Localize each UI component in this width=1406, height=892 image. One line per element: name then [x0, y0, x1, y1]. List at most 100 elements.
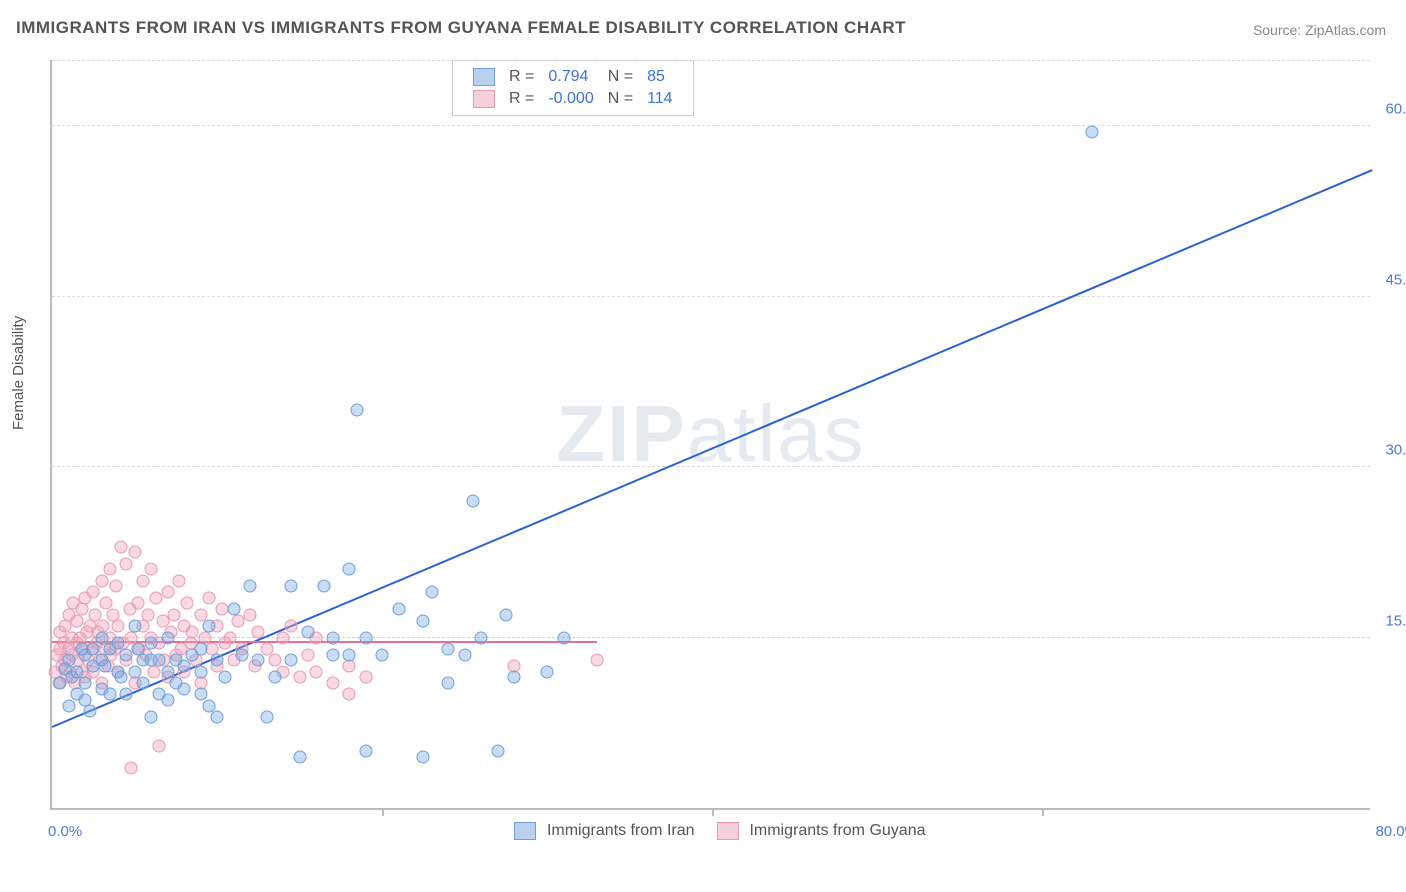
data-point [318, 580, 331, 593]
data-point [202, 620, 215, 633]
data-point [128, 620, 141, 633]
legend-swatch-iran [514, 822, 536, 840]
data-point [62, 699, 75, 712]
data-point [442, 642, 455, 655]
gridline-h [52, 466, 1370, 467]
data-point [202, 591, 215, 604]
data-point [376, 648, 389, 661]
stats-row-guyana: R = -0.000 N = 114 [467, 89, 679, 109]
data-point [252, 654, 265, 667]
y-tick-label: 45.0% [1378, 271, 1406, 288]
data-point [211, 654, 224, 667]
data-point [293, 671, 306, 684]
x-tick-mark [382, 808, 384, 816]
data-point [194, 642, 207, 655]
y-tick-label: 15.0% [1378, 612, 1406, 629]
data-point [148, 665, 161, 678]
watermark-bold: ZIP [556, 389, 686, 478]
source-attribution: Source: ZipAtlas.com [1253, 22, 1386, 38]
stats-r-label: R = [503, 89, 540, 109]
x-tick-mark [1042, 808, 1044, 816]
data-point [145, 563, 158, 576]
data-point [458, 648, 471, 661]
data-point [1085, 125, 1098, 138]
stats-r-iran: 0.794 [542, 67, 599, 87]
data-point [285, 620, 298, 633]
data-point [178, 659, 191, 672]
data-point [326, 631, 339, 644]
data-point [125, 762, 138, 775]
data-point [417, 750, 430, 763]
data-point [252, 625, 265, 638]
data-point [141, 608, 154, 621]
data-point [301, 648, 314, 661]
x-tick-mark [712, 808, 714, 816]
data-point [557, 631, 570, 644]
data-point [244, 580, 257, 593]
stats-row-iran: R = 0.794 N = 85 [467, 67, 679, 87]
data-point [98, 659, 111, 672]
data-point [161, 631, 174, 644]
data-point [181, 597, 194, 610]
stats-r-label: R = [503, 67, 540, 87]
data-point [343, 648, 356, 661]
legend-label-iran: Immigrants from Iran [547, 822, 695, 839]
y-axis-label: Female Disability [10, 316, 27, 430]
data-point [343, 659, 356, 672]
data-point [359, 745, 372, 758]
data-point [161, 586, 174, 599]
data-point [178, 682, 191, 695]
data-point [87, 586, 100, 599]
data-point [103, 688, 116, 701]
stats-swatch-guyana [473, 90, 495, 108]
data-point [310, 665, 323, 678]
data-point [508, 671, 521, 684]
watermark-rest: atlas [687, 389, 866, 478]
legend-label-guyana: Immigrants from Guyana [749, 822, 925, 839]
data-point [95, 574, 108, 587]
stats-n-label: N = [602, 89, 639, 109]
data-point [131, 597, 144, 610]
data-point [145, 637, 158, 650]
data-point [83, 705, 96, 718]
data-point [115, 671, 128, 684]
data-point [219, 671, 232, 684]
data-point [186, 625, 199, 638]
data-point [120, 557, 133, 570]
data-point [244, 608, 257, 621]
data-point [326, 648, 339, 661]
data-point [145, 711, 158, 724]
data-point [491, 745, 504, 758]
data-point [343, 563, 356, 576]
stats-legend: R = 0.794 N = 85 R = -0.000 N = 114 [452, 60, 694, 116]
x-tick-label: 80.0% [1375, 823, 1406, 840]
data-point [70, 614, 83, 627]
data-point [499, 608, 512, 621]
stats-r-guyana: -0.000 [542, 89, 599, 109]
data-point [211, 711, 224, 724]
data-point [227, 603, 240, 616]
data-point [351, 404, 364, 417]
data-point [79, 677, 92, 690]
data-point [285, 654, 298, 667]
data-point [136, 677, 149, 690]
data-point [392, 603, 405, 616]
data-point [343, 688, 356, 701]
series-legend: Immigrants from Iran Immigrants from Guy… [52, 822, 1370, 840]
gridline-h [52, 296, 1370, 297]
data-point [173, 574, 186, 587]
data-point [235, 648, 248, 661]
data-point [541, 665, 554, 678]
stats-swatch-iran [473, 68, 495, 86]
gridline-h [52, 637, 1370, 638]
data-point [112, 620, 125, 633]
data-point [277, 631, 290, 644]
stats-n-label: N = [602, 67, 639, 87]
data-point [110, 580, 123, 593]
data-point [168, 608, 181, 621]
data-point [359, 631, 372, 644]
data-point [466, 495, 479, 508]
data-point [590, 654, 603, 667]
data-point [425, 586, 438, 599]
gridline-h [52, 60, 1370, 61]
